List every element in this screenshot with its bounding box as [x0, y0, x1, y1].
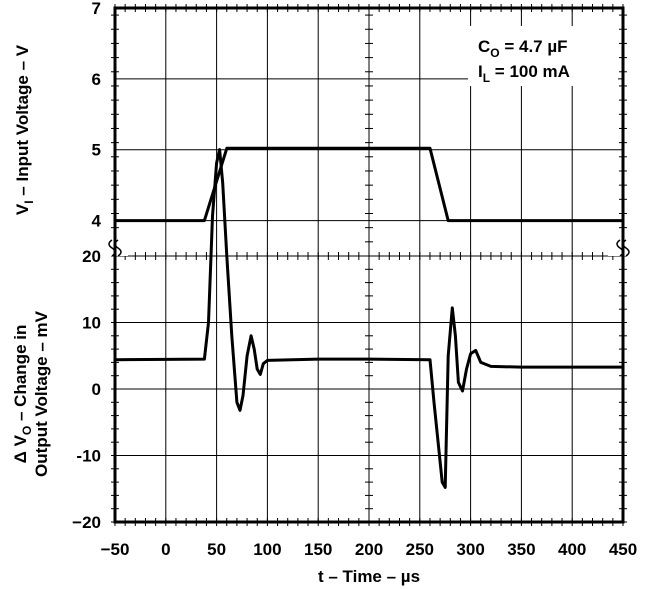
input-y-tick-label: 7	[92, 0, 101, 18]
x-tick-label: −50	[101, 540, 130, 559]
x-axis-label: t – Time – µs	[318, 567, 420, 586]
annotation-background	[468, 26, 618, 86]
output-y-tick-label: −20	[72, 513, 101, 532]
x-tick-label: 300	[456, 540, 484, 559]
load-current-annotation: IL = 100 mA	[478, 62, 570, 85]
x-tick-label: 200	[355, 540, 383, 559]
output-y-tick-labels: −20 -10 0 10 20	[72, 247, 101, 532]
output-y-tick-label: 20	[82, 247, 101, 266]
output-y-axis-label-line1: Δ VO – Change in	[11, 325, 34, 464]
input-y-label-sub: I	[22, 200, 36, 203]
output-voltage-change-curve	[114, 148, 623, 489]
x-tick-label: 50	[207, 540, 226, 559]
output-y-tick-label: 0	[92, 380, 101, 399]
input-y-tick-labels: 4 5 6 7	[92, 0, 102, 231]
x-tick-labels: −50 0 50 100 150 200 250 300 350 400 450	[101, 540, 638, 559]
annotation-i-prefix: I	[478, 62, 483, 81]
capacitance-annotation: CO = 4.7 µF	[478, 37, 568, 60]
input-y-label-prefix: V	[13, 203, 32, 215]
input-y-tick-label: 4	[92, 212, 102, 231]
x-tick-label: 350	[507, 540, 535, 559]
plot-frame	[113, 6, 625, 524]
input-y-label-rest: – Input Voltage – V	[13, 44, 32, 200]
output-y-label-prefix: Δ V	[11, 434, 30, 463]
output-y-label-sub: O	[20, 426, 34, 435]
output-y-label-rest: – Change in	[11, 325, 30, 426]
annotation-i-rest: = 100 mA	[490, 62, 570, 81]
input-y-axis-label: VI – Input Voltage – V	[13, 44, 36, 215]
x-tick-label: 450	[609, 540, 637, 559]
output-y-axis-label-line2: Output Voltage – mV	[32, 310, 51, 477]
annotation-i-sub: L	[483, 71, 490, 85]
x-tick-label: 400	[558, 540, 586, 559]
output-y-tick-label: 10	[82, 314, 101, 333]
input-voltage-curve	[115, 146, 623, 223]
annotation-c-sub: O	[490, 46, 499, 60]
x-tick-label: 100	[253, 540, 281, 559]
x-tick-label: 250	[406, 540, 434, 559]
annotation-c-prefix: C	[478, 37, 490, 56]
input-y-tick-label: 5	[92, 141, 101, 160]
output-y-tick-label: -10	[76, 447, 101, 466]
input-y-tick-label: 6	[92, 70, 101, 89]
x-tick-label: 0	[161, 540, 170, 559]
annotation-c-rest: = 4.7 µF	[500, 37, 568, 56]
x-tick-label: 150	[304, 540, 332, 559]
